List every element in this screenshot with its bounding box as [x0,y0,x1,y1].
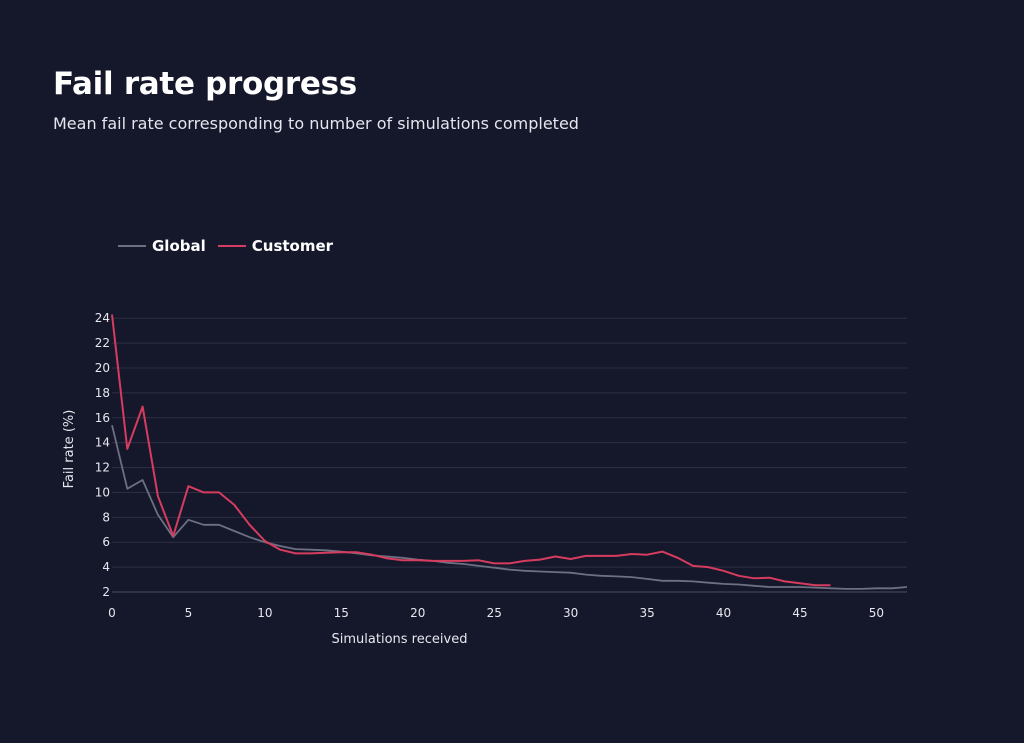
y-tick-label: 6 [102,535,110,549]
x-axis-label: Simulations received [332,632,468,647]
page-subtitle: Mean fail rate corresponding to number o… [53,114,579,133]
y-tick-label: 20 [95,361,110,375]
grid-lines [112,317,907,593]
legend-swatch-customer [217,245,246,247]
y-tick-label: 12 [95,461,110,475]
y-tick-label: 2 [102,585,110,599]
series-line-global[interactable] [111,424,908,590]
x-tick-label: 0 [108,606,116,620]
x-tick-label: 20 [410,606,425,620]
page-title: Fail rate progress [53,66,357,102]
chart-legend: Global Customer [118,237,333,255]
legend-item-customer[interactable]: Customer [217,237,334,255]
y-tick-label: 18 [95,386,110,400]
y-tick-label: 16 [95,411,110,425]
x-tick-label: 25 [487,606,502,620]
legend-label-customer: Customer [251,237,334,255]
y-tick-label: 22 [95,336,110,350]
x-tick-label: 10 [257,606,272,620]
y-axis-label: Fail rate (%) [62,410,77,489]
x-tick-label: 50 [869,606,884,620]
x-tick-label: 15 [334,606,349,620]
y-tick-label: 8 [102,510,110,524]
series-lines [111,314,908,590]
x-tick-label: 30 [563,606,578,620]
legend-label-global: Global [152,237,206,255]
x-tick-label: 35 [639,606,654,620]
y-tick-label: 24 [95,311,110,325]
y-tick-label: 14 [95,436,110,450]
x-tick-label: 5 [185,606,193,620]
x-tick-label: 40 [716,606,731,620]
series-line-customer[interactable] [111,314,831,587]
legend-swatch-global [118,245,146,247]
x-tick-label: 45 [792,606,807,620]
legend-item-global[interactable]: Global [118,237,206,255]
x-axis-ticks: 0 5 10 15 20 25 30 35 40 45 50 [108,606,884,620]
y-tick-label: 10 [95,485,110,499]
y-tick-label: 4 [102,560,110,574]
